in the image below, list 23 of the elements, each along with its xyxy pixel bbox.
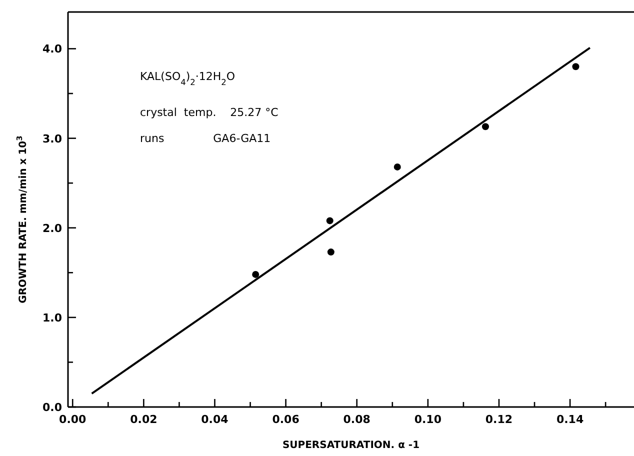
y-tick-label: 0.0 xyxy=(42,401,62,414)
point xyxy=(326,217,334,224)
x-tick-label: 0.02 xyxy=(130,413,158,426)
x-tick-label: 0.04 xyxy=(201,413,229,426)
annotation: KAL(SO$_{4}$)$_{2}$·12H$_{2}$O xyxy=(140,70,236,87)
y-tick-label: 1.0 xyxy=(42,311,62,324)
x-tick-label: 0.06 xyxy=(272,413,300,426)
x-tick-label: 0.14 xyxy=(556,413,584,426)
point xyxy=(394,163,401,170)
x-tick-label: 0.10 xyxy=(414,413,442,426)
y-tick-label: 2.0 xyxy=(42,222,62,235)
point xyxy=(572,63,580,70)
y-tick-label: 3.0 xyxy=(42,132,62,146)
point xyxy=(482,123,489,130)
x-tick-label: 0.08 xyxy=(343,413,370,426)
x-tick-label: 0.00 xyxy=(59,413,87,426)
annotation: crystal temp. 25.27 °C xyxy=(140,106,279,119)
x-axis-title: SUPERSATURATION. α -1 xyxy=(282,440,420,451)
point xyxy=(252,270,260,278)
point xyxy=(327,248,334,256)
annotation: runs GA6-GA11 xyxy=(140,132,271,145)
y-tick-label: 4.0 xyxy=(42,42,62,56)
x-tick-label: 0.12 xyxy=(485,413,513,426)
